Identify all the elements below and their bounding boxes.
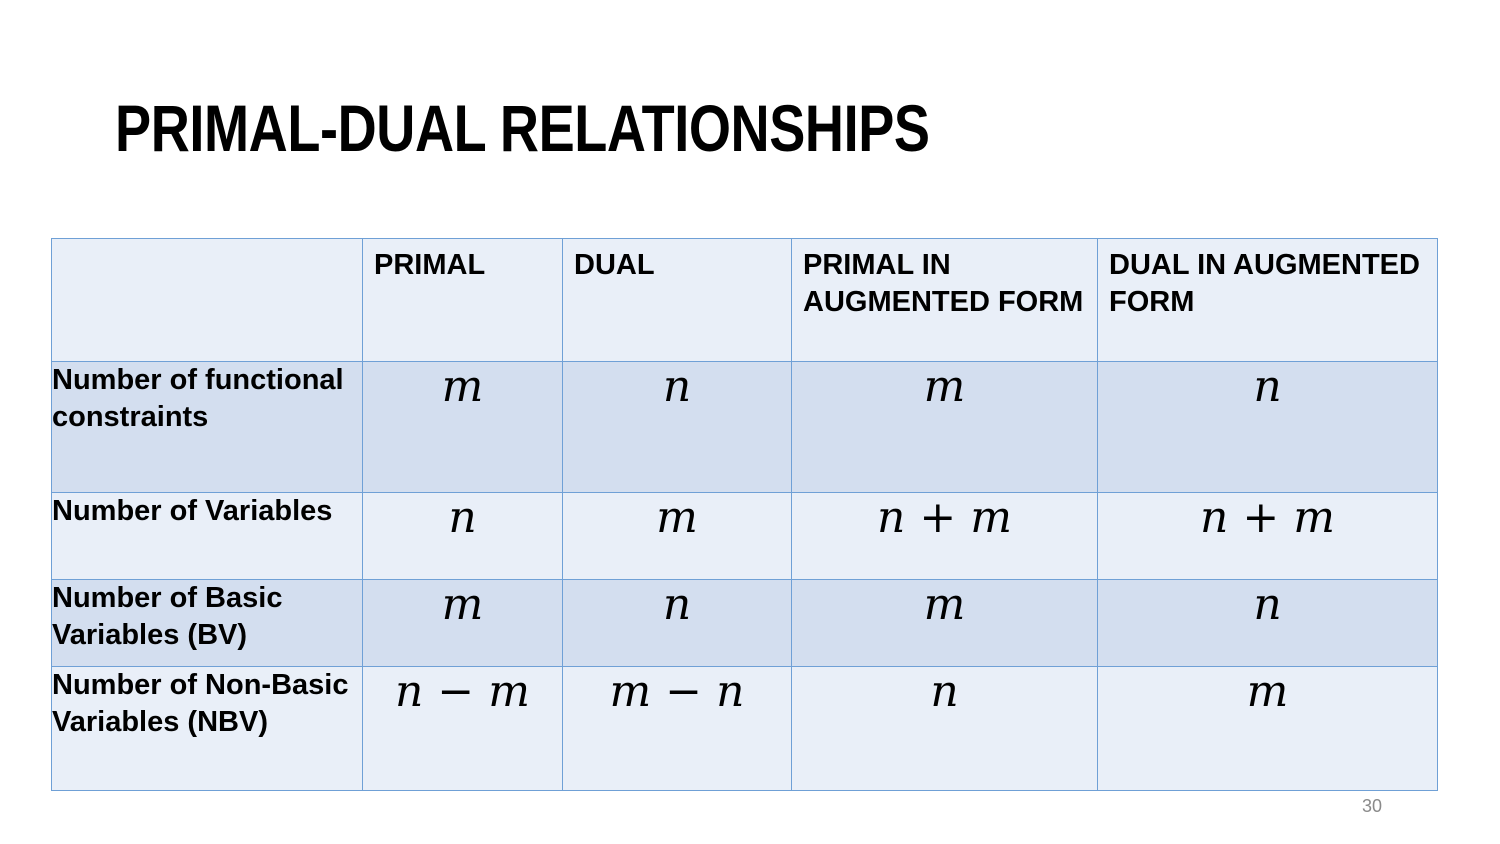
table-row: Number of Variables n m n + m n + m [51,492,1438,580]
table-cell: m [791,579,1098,667]
header-corner [51,238,363,362]
header-primal: PRIMAL [362,238,563,362]
table-row: Number of functional constraints m n m n [51,361,1438,493]
table-cell: m [791,361,1098,493]
table-row: Number of Basic Variables (BV) m n m n [51,579,1438,667]
row-label-non-basic-variables: Number of Non-Basic Variables (NBV) [51,666,363,791]
row-label-variables: Number of Variables [51,492,363,580]
table-cell: n [562,361,792,493]
header-dual-augmented: DUAL IN AUGMENTED FORM [1097,238,1438,362]
table-cell: m − n [562,666,792,791]
header-primal-augmented: PRIMAL IN AUGMENTED FORM [791,238,1098,362]
table-cell: n [362,492,563,580]
table-cell: n [1097,361,1438,493]
table-header-row: PRIMAL DUAL PRIMAL IN AUGMENTED FORM DUA… [51,238,1438,362]
table-cell: n + m [1097,492,1438,580]
table-cell: m [362,579,563,667]
row-label-functional-constraints: Number of functional constraints [51,361,363,493]
header-dual: DUAL [562,238,792,362]
slide-title: PRIMAL-DUAL RELATIONSHIPS [115,91,930,165]
table-cell: n [791,666,1098,791]
table-cell: n + m [791,492,1098,580]
row-label-basic-variables: Number of Basic Variables (BV) [51,579,363,667]
table-cell: n [562,579,792,667]
table-cell: n − m [362,666,563,791]
table-row: Number of Non-Basic Variables (NBV) n − … [51,666,1438,791]
primal-dual-table: PRIMAL DUAL PRIMAL IN AUGMENTED FORM DUA… [51,238,1438,791]
table-cell: m [362,361,563,493]
table-cell: m [1097,666,1438,791]
table-cell: m [562,492,792,580]
page-number: 30 [1362,796,1383,816]
table-cell: n [1097,579,1438,667]
